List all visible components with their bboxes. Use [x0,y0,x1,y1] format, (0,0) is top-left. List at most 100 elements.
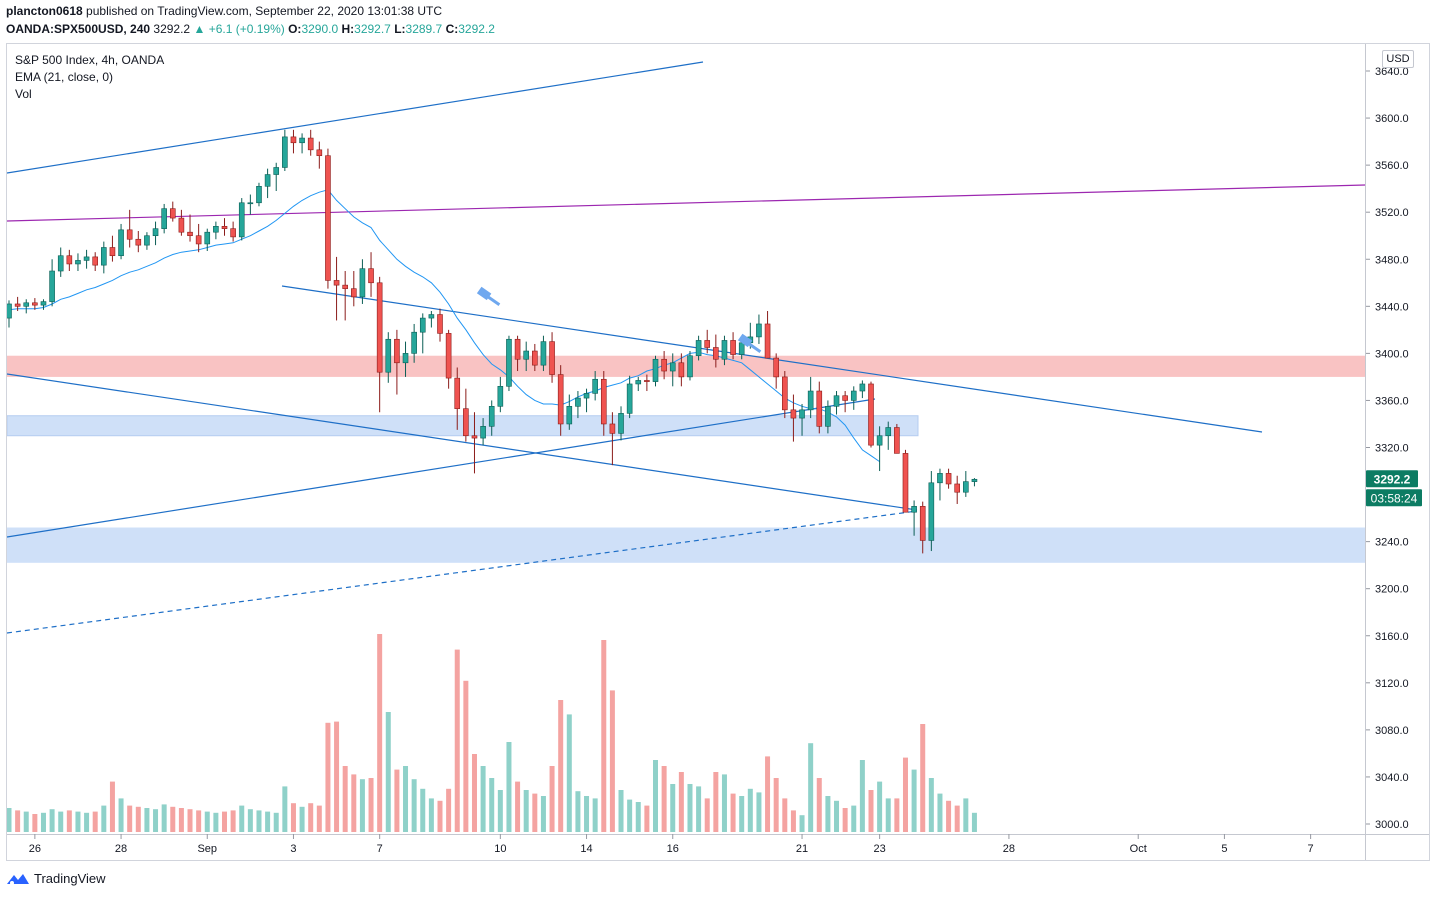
hammer-icon [737,333,762,353]
currency-button[interactable]: USD [1382,50,1414,68]
candle-body [376,282,383,373]
volume-bar [58,811,64,832]
candle [885,421,892,450]
volume-bar [325,722,331,832]
volume-bar [153,809,159,832]
volume-bar [859,760,865,832]
candle [23,299,30,314]
candle-body [394,338,400,364]
support-zone-upper [7,415,919,437]
candle-body [66,255,73,265]
candle-body [144,235,150,246]
volume-bar [299,806,305,832]
candle [463,388,469,442]
x-tick-label: 7 [377,843,383,855]
candle [118,223,124,260]
open-label: O: [288,22,302,36]
y-tick-label: 3200.0 [1375,584,1409,596]
candle [954,475,961,504]
candle-body [842,395,848,401]
candle [480,418,486,446]
volume-bar [84,812,90,832]
candle [842,391,848,413]
volume-bar [566,714,572,832]
x-tick-label: 23 [873,843,885,855]
candle [144,232,150,250]
x-tick-label: Sep [197,843,217,855]
candle-body [506,338,512,387]
candle-body [282,136,288,168]
candle-body [773,357,779,378]
legend-title[interactable]: S&P 500 Index, 4h, OANDA [15,53,165,67]
candle-body [221,226,228,229]
candle [919,501,926,554]
candle [781,371,788,419]
candle [49,259,55,307]
candle-body [781,376,788,411]
volume-bar [523,790,529,832]
candle-body [868,383,874,446]
volume-bar [627,799,633,832]
volume-bar [825,796,831,832]
legend-volume[interactable]: Vol [15,87,32,101]
volume-bar [661,766,667,832]
countdown-badge-text: 03:58:24 [1371,491,1418,505]
candle-body [592,378,598,394]
candle [57,247,64,277]
volume-bar [489,778,495,832]
candle-body [402,353,409,364]
candle [583,388,590,413]
candle [195,223,202,253]
volume-bar [790,810,796,832]
candle [575,391,581,419]
volume-bar [118,798,124,832]
candle [66,249,73,272]
legend-ema[interactable]: EMA (21, close, 0) [15,70,114,84]
volume-bar [161,804,167,832]
rising-support-extension [7,510,918,634]
symbol-name[interactable]: OANDA:SPX500USD, 240 [6,22,151,36]
volume-bar [351,774,357,832]
candle-body [669,362,676,372]
volume-bar [101,805,107,832]
candle [135,231,142,253]
volume-bar [928,778,934,832]
candle [238,198,245,241]
candle-body [704,340,711,348]
candle-body [152,228,159,237]
volume-bar [23,811,29,832]
y-tick-label: 3240.0 [1375,537,1409,549]
candle [816,381,823,434]
candle-body [661,358,667,372]
candle-body [264,174,271,187]
candle-body [411,331,417,354]
descending-channel-bottom [7,373,918,511]
volume-bar [704,798,710,832]
candle-body [169,208,176,219]
volume-bar [618,790,624,832]
volume-bar [515,781,521,832]
candle [557,365,564,436]
candle [437,308,443,342]
x-tick-label: 28 [1003,843,1015,855]
candle [385,332,392,383]
high-label: H: [341,22,355,36]
tradingview-branding[interactable]: TradingView [6,871,106,886]
candle-body [523,350,530,360]
candle-body [600,378,607,425]
volume-bar [497,790,503,832]
candle-body [187,231,193,237]
candle-body [902,453,909,513]
author-name[interactable]: plancton0618 [6,4,83,18]
descending-channel-top [281,285,1263,433]
candle-body [954,483,961,493]
volume-bar [265,811,271,832]
candle [325,148,331,289]
volume-bar [480,766,486,832]
candle-body [514,338,521,360]
candle-body [730,340,736,355]
candle [221,218,228,236]
countdown-badge [1366,489,1422,507]
y-tick-label: 3320.0 [1375,443,1409,455]
